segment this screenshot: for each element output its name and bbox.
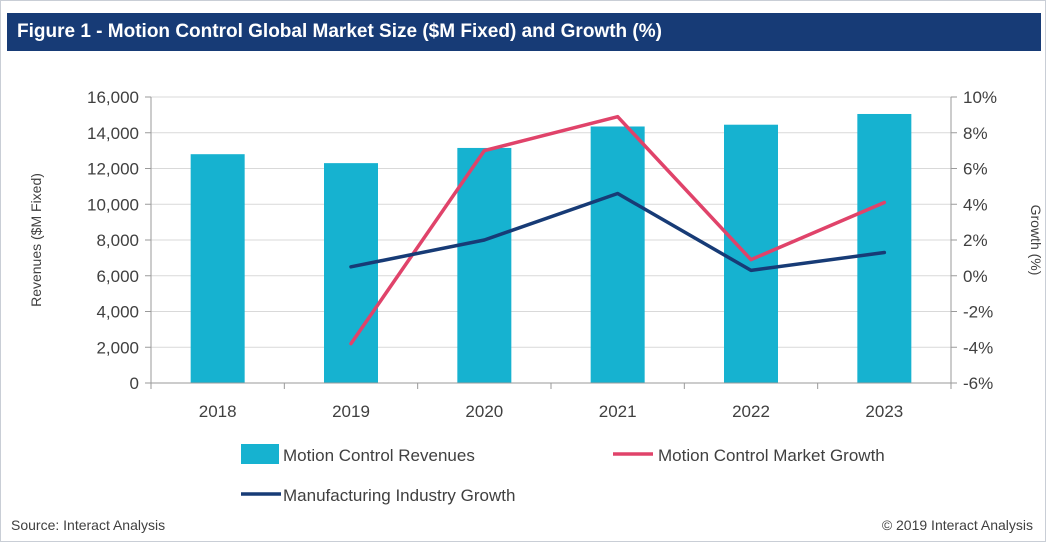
y-tick-label: 6,000 <box>96 267 139 286</box>
y-tick-label: 0 <box>130 374 139 393</box>
y2-tick-label: 6% <box>963 160 988 179</box>
revenue-bar <box>591 126 645 383</box>
legend-swatch-revenues <box>241 444 279 464</box>
x-tick-label: 2021 <box>599 402 637 421</box>
source-note: Source: Interact Analysis <box>11 517 165 533</box>
legend: Motion Control Revenues Motion Control Ma… <box>241 444 885 505</box>
revenue-bar <box>324 163 378 383</box>
x-tick-label: 2018 <box>199 402 237 421</box>
x-tick-label: 2019 <box>332 402 370 421</box>
legend-label-industry-growth: Manufacturing Industry Growth <box>283 486 515 505</box>
y-tick-label: 8,000 <box>96 231 139 250</box>
y-tick-label: 12,000 <box>87 160 139 179</box>
y2-tick-label: 2% <box>963 231 988 250</box>
y2-axis-title: Growth (%) <box>1028 205 1044 276</box>
y2-tick-label: -4% <box>963 338 993 357</box>
y-tick-label: 16,000 <box>87 88 139 107</box>
y-tick-label: 14,000 <box>87 124 139 143</box>
revenue-bar <box>724 125 778 383</box>
x-tick-label: 2022 <box>732 402 770 421</box>
y-tick-label: 2,000 <box>96 338 139 357</box>
revenue-bar <box>457 148 511 383</box>
y2-tick-label: 0% <box>963 267 988 286</box>
y2-tick-label: 8% <box>963 124 988 143</box>
revenue-bar <box>191 154 245 383</box>
y-axis-title: Revenues ($M Fixed) <box>28 173 44 307</box>
copyright-note: © 2019 Interact Analysis <box>882 517 1033 533</box>
legend-label-revenues: Motion Control Revenues <box>283 446 475 465</box>
y-tick-label: 10,000 <box>87 195 139 214</box>
x-tick-label: 2023 <box>865 402 903 421</box>
y2-tick-label: 4% <box>963 195 988 214</box>
gridlines <box>151 97 951 383</box>
y2-tick-label: -2% <box>963 303 993 322</box>
x-tick-label: 2020 <box>465 402 503 421</box>
y-tick-label: 4,000 <box>96 303 139 322</box>
legend-label-market-growth: Motion Control Market Growth <box>658 446 885 465</box>
revenue-bars <box>191 114 912 383</box>
revenue-bar <box>857 114 911 383</box>
y2-tick-label: -6% <box>963 374 993 393</box>
y2-tick-label: 10% <box>963 88 997 107</box>
